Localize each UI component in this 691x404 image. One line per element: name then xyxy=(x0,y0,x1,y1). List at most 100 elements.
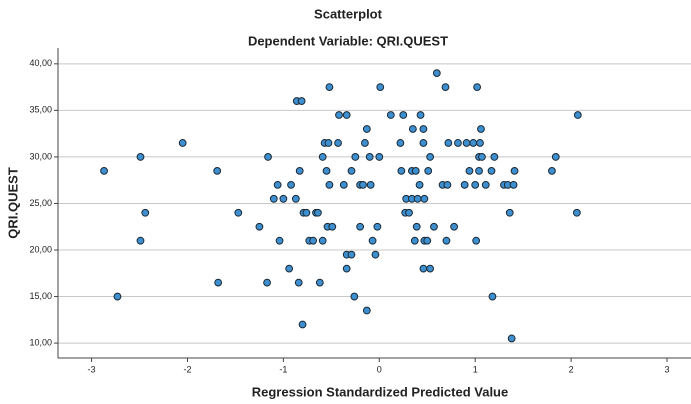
point xyxy=(279,194,288,203)
point xyxy=(136,236,145,245)
point xyxy=(411,166,420,175)
point xyxy=(325,83,334,91)
point xyxy=(350,292,359,301)
point xyxy=(318,236,327,245)
point xyxy=(342,264,351,273)
point xyxy=(473,83,482,91)
point xyxy=(408,125,417,133)
point xyxy=(397,166,406,175)
point xyxy=(298,320,307,329)
point xyxy=(362,125,371,133)
point xyxy=(476,139,484,147)
y-tick-label: 15,00 xyxy=(29,291,52,301)
point xyxy=(450,222,459,231)
point xyxy=(113,292,122,301)
point xyxy=(419,139,428,147)
x-tick-label: 2 xyxy=(569,364,574,374)
point xyxy=(443,180,452,189)
point xyxy=(548,166,556,175)
point xyxy=(415,180,424,189)
y-tick-label: 30,00 xyxy=(29,151,52,161)
point xyxy=(295,166,304,175)
point xyxy=(488,292,497,301)
point xyxy=(469,139,478,147)
point xyxy=(573,111,582,119)
point xyxy=(505,208,514,217)
x-tick-label: -2 xyxy=(183,364,191,374)
point xyxy=(234,208,243,217)
point xyxy=(362,306,371,315)
point xyxy=(507,334,516,343)
point xyxy=(141,208,150,217)
point xyxy=(136,153,145,161)
y-tick-label: 25,00 xyxy=(29,198,52,208)
point xyxy=(376,83,385,91)
point xyxy=(423,236,432,245)
point xyxy=(419,264,428,273)
point xyxy=(405,208,413,217)
point xyxy=(335,111,343,119)
point xyxy=(263,278,271,287)
point xyxy=(412,222,421,231)
point xyxy=(339,180,348,189)
point xyxy=(442,236,451,245)
point xyxy=(365,153,374,161)
point xyxy=(441,83,450,91)
point xyxy=(275,236,284,245)
chart-title: Scatterplot xyxy=(314,6,383,21)
point xyxy=(462,139,471,147)
x-axis-label: Regression Standardized Predicted Value xyxy=(252,384,508,399)
point xyxy=(510,166,519,175)
x-tick-label: -3 xyxy=(88,364,96,374)
x-tick-label: -1 xyxy=(279,364,287,374)
point xyxy=(487,166,496,175)
x-tick-label: 1 xyxy=(473,364,478,374)
point xyxy=(334,139,342,147)
point xyxy=(359,180,367,189)
point xyxy=(572,208,581,217)
point xyxy=(416,111,425,119)
point xyxy=(351,153,360,161)
point xyxy=(386,111,395,119)
y-tick-label: 35,00 xyxy=(29,105,52,115)
point xyxy=(294,278,303,287)
point xyxy=(287,180,295,189)
point xyxy=(368,236,377,245)
x-tick-label: 0 xyxy=(377,364,382,374)
point xyxy=(213,166,222,175)
point xyxy=(356,222,365,231)
point xyxy=(285,264,294,273)
point xyxy=(324,139,333,147)
point xyxy=(465,166,474,175)
point xyxy=(475,166,483,175)
point xyxy=(410,236,419,245)
x-tick-label: 3 xyxy=(665,364,670,374)
chart-subtitle: Dependent Variable: QRI.QUEST xyxy=(248,33,448,48)
point xyxy=(347,250,356,259)
point xyxy=(509,180,518,189)
point xyxy=(551,153,560,161)
point xyxy=(420,194,429,203)
point xyxy=(426,264,435,273)
point xyxy=(291,194,300,203)
point xyxy=(269,194,278,203)
point xyxy=(309,236,318,245)
y-tick-label: 10,00 xyxy=(29,337,52,347)
point xyxy=(366,180,375,189)
point xyxy=(328,222,337,231)
point xyxy=(477,125,485,133)
point xyxy=(314,208,322,217)
point xyxy=(100,166,108,175)
y-axis-label: QRI.QUEST xyxy=(5,167,20,239)
point xyxy=(375,153,384,161)
point xyxy=(214,278,223,287)
point xyxy=(481,180,490,189)
point xyxy=(460,180,469,189)
y-tick-label: 40,00 xyxy=(29,58,52,68)
point xyxy=(318,153,327,161)
point xyxy=(396,139,405,147)
point xyxy=(342,111,351,119)
point xyxy=(264,153,272,161)
point xyxy=(297,97,306,105)
